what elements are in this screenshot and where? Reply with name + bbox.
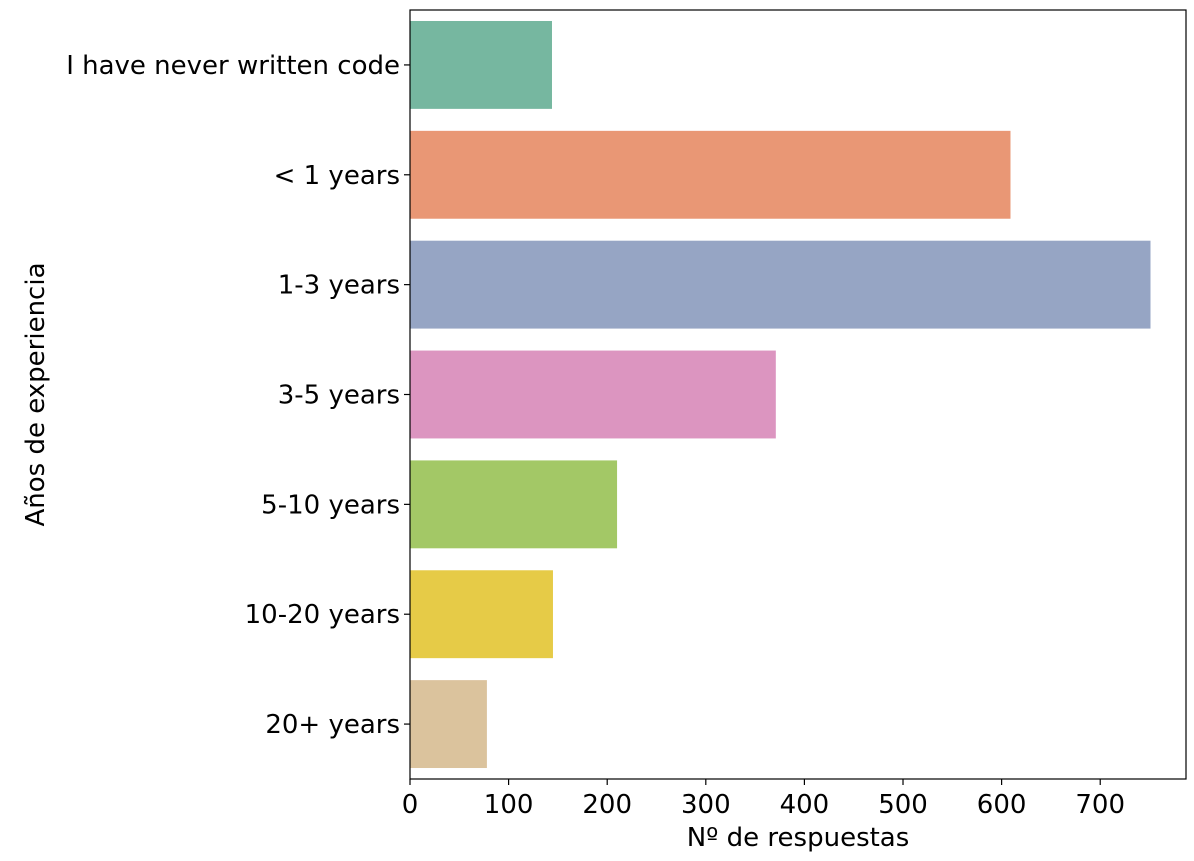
bar-6 (410, 570, 553, 659)
y-tick-label: 5-10 years (261, 490, 400, 520)
bar-2 (410, 130, 1011, 219)
plot-frame (409, 9, 1187, 780)
bar-3 (410, 240, 1151, 329)
y-tick-label: 3-5 years (278, 381, 400, 411)
x-axis-label: Nº de respuestas (687, 823, 910, 853)
x-tick-label: 700 (1075, 790, 1125, 820)
y-axis-label: Años de experiencia (21, 262, 51, 526)
x-tick-label: 500 (878, 790, 928, 820)
bar-7 (410, 680, 487, 769)
bars-group (410, 20, 1151, 769)
y-tick-label: 10-20 years (245, 600, 400, 630)
y-tick-label: I have never written code (66, 51, 400, 81)
bar-1 (410, 20, 552, 109)
x-tick-label: 300 (681, 790, 731, 820)
x-tick-label: 600 (977, 790, 1027, 820)
x-tick-label: 0 (402, 790, 419, 820)
bar-5 (410, 460, 618, 549)
y-tick-label: 20+ years (265, 710, 400, 740)
y-axis-ticks: I have never written code < 1 years 1-3 ye… (66, 51, 410, 740)
bar-4 (410, 350, 776, 439)
x-tick-label: 100 (484, 790, 534, 820)
y-tick-label: < 1 years (274, 161, 400, 191)
y-tick-label: 1-3 years (278, 271, 400, 301)
x-tick-label: 200 (582, 790, 632, 820)
x-axis-ticks: 0 100 200 300 400 500 600 700 (402, 779, 1125, 820)
x-tick-label: 400 (780, 790, 830, 820)
